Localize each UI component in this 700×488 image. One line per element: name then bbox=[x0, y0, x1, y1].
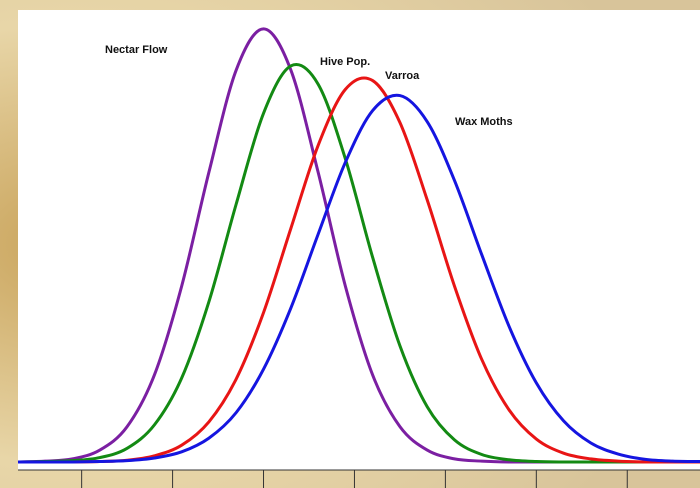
annotation: Wax Moths bbox=[455, 116, 513, 128]
curve bbox=[17, 63, 700, 464]
plot-area bbox=[18, 10, 700, 470]
annotation: Varroa bbox=[385, 70, 420, 82]
annotation: Hive Pop. bbox=[320, 56, 370, 68]
annotation: Nectar Flow bbox=[105, 44, 168, 56]
curve bbox=[18, 93, 700, 464]
